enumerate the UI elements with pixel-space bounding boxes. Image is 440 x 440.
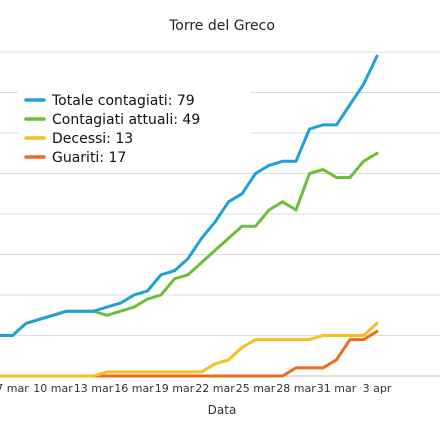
legend: Totale contagiati: 79 Contagiati attuali:…	[18, 86, 250, 168]
x-tick-label: 28 mar	[276, 382, 316, 395]
legend-label: Contagiati attuali: 49	[52, 112, 200, 128]
series-line	[0, 54, 379, 337]
x-tick-label: 22 mar	[195, 382, 235, 395]
legend-label: Decessi: 13	[52, 131, 133, 147]
x-tick-label: 10 mar	[33, 382, 73, 395]
legend-label: Totale contagiati: 79	[51, 93, 195, 109]
series-line	[0, 321, 379, 378]
x-tick-label: 7 mar	[0, 382, 29, 395]
x-tick-label: 31 mar	[317, 382, 357, 395]
x-tick-label: 19 mar	[155, 382, 195, 395]
series-line	[0, 151, 379, 337]
series-lines	[0, 54, 379, 378]
x-tick-label: 16 mar	[114, 382, 154, 395]
legend-background	[18, 86, 250, 168]
x-tick-label: 25 mar	[236, 382, 276, 395]
x-tick-label: 13 mar	[74, 382, 114, 395]
x-axis-label: Data	[208, 403, 237, 417]
chart-title: Torre del Greco	[168, 18, 275, 34]
legend-label: Guariti: 17	[52, 150, 126, 166]
series-line	[0, 329, 379, 378]
x-tick-label: 3 apr	[363, 382, 392, 395]
